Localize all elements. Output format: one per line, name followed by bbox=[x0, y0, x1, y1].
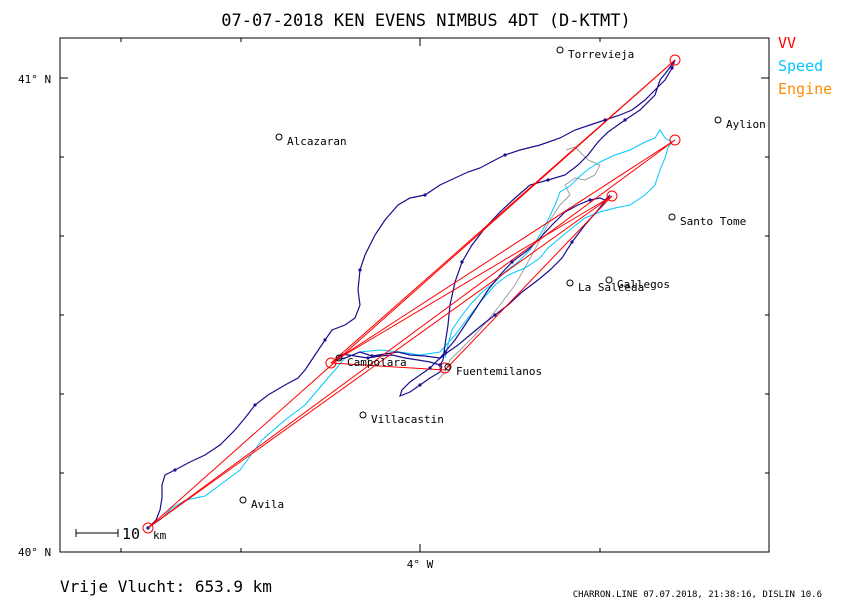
map-frame bbox=[59, 37, 770, 553]
place-marker bbox=[605, 276, 613, 284]
place-marker bbox=[556, 46, 564, 54]
flight-track bbox=[147, 59, 676, 529]
place-marker bbox=[668, 213, 676, 221]
track-fix bbox=[443, 350, 447, 354]
place-marker bbox=[335, 354, 343, 362]
place-marker bbox=[275, 133, 283, 141]
place-label: Villacastin bbox=[371, 413, 444, 426]
footer-stamp: CHARRON.LINE 07.07.2018, 21:38:16, DISLI… bbox=[573, 590, 822, 600]
place-label: Gallegos bbox=[617, 278, 670, 291]
place-label: Aylion bbox=[726, 118, 766, 131]
track-fix bbox=[423, 193, 427, 197]
legend-speed: Speed bbox=[778, 57, 823, 75]
legend-engine: Engine bbox=[778, 80, 832, 98]
track-fix bbox=[623, 118, 627, 122]
lon-label: 4° W bbox=[407, 558, 434, 571]
lat-label-bottom: 40° N bbox=[18, 546, 51, 559]
place-marker bbox=[239, 496, 247, 504]
triangle-legs bbox=[147, 59, 676, 529]
place-marker bbox=[359, 411, 367, 419]
scale-bar: 10 km bbox=[75, 525, 167, 543]
chart-title: 07-07-2018 KEN EVENS NIMBUS 4DT (D-KTMT) bbox=[221, 11, 630, 31]
track-fix bbox=[503, 153, 507, 157]
legend-vv: VV bbox=[778, 34, 796, 52]
place-label: Santo Tome bbox=[680, 215, 746, 228]
place-label: Campolara bbox=[347, 356, 407, 369]
axis-ticks bbox=[60, 38, 769, 553]
track-fix bbox=[358, 268, 362, 272]
track-fix bbox=[570, 240, 574, 244]
place-label: Fuentemilanos bbox=[456, 365, 542, 378]
track-fix bbox=[493, 313, 497, 317]
place-marker bbox=[566, 279, 574, 287]
place-label: Torrevieja bbox=[568, 48, 634, 61]
free-flight-distance: Vrije Vlucht: 653.9 km bbox=[60, 577, 272, 596]
track-fix bbox=[603, 118, 607, 122]
track-fix bbox=[323, 338, 327, 342]
scale-value: 10 bbox=[122, 525, 140, 543]
place-marker bbox=[714, 116, 722, 124]
track-fix bbox=[460, 260, 464, 264]
lat-label-top: 41° N bbox=[18, 73, 51, 86]
track-fix bbox=[173, 468, 177, 472]
track-fix bbox=[418, 383, 422, 387]
speed-track bbox=[147, 129, 673, 529]
place-labels: Torrevieja Aylion Alcazaran Santo Tome Galle… bbox=[239, 46, 766, 511]
place-label: Avila bbox=[251, 498, 284, 511]
track-fix bbox=[588, 198, 592, 202]
track-fix bbox=[428, 366, 432, 370]
track-fix bbox=[670, 66, 674, 70]
turnpoint-markers bbox=[142, 54, 681, 534]
airspace-outline bbox=[437, 146, 601, 381]
place-label: La Salceda bbox=[578, 281, 644, 294]
track-fix bbox=[366, 356, 370, 360]
track-fix bbox=[510, 260, 514, 264]
place-marker bbox=[444, 363, 452, 371]
scale-unit: km bbox=[153, 529, 167, 542]
place-label: Alcazaran bbox=[287, 135, 347, 148]
track-fix bbox=[546, 178, 550, 182]
track-fix bbox=[253, 403, 257, 407]
track-fix bbox=[438, 363, 442, 367]
track-fix bbox=[370, 354, 374, 358]
track-fix bbox=[146, 526, 150, 530]
